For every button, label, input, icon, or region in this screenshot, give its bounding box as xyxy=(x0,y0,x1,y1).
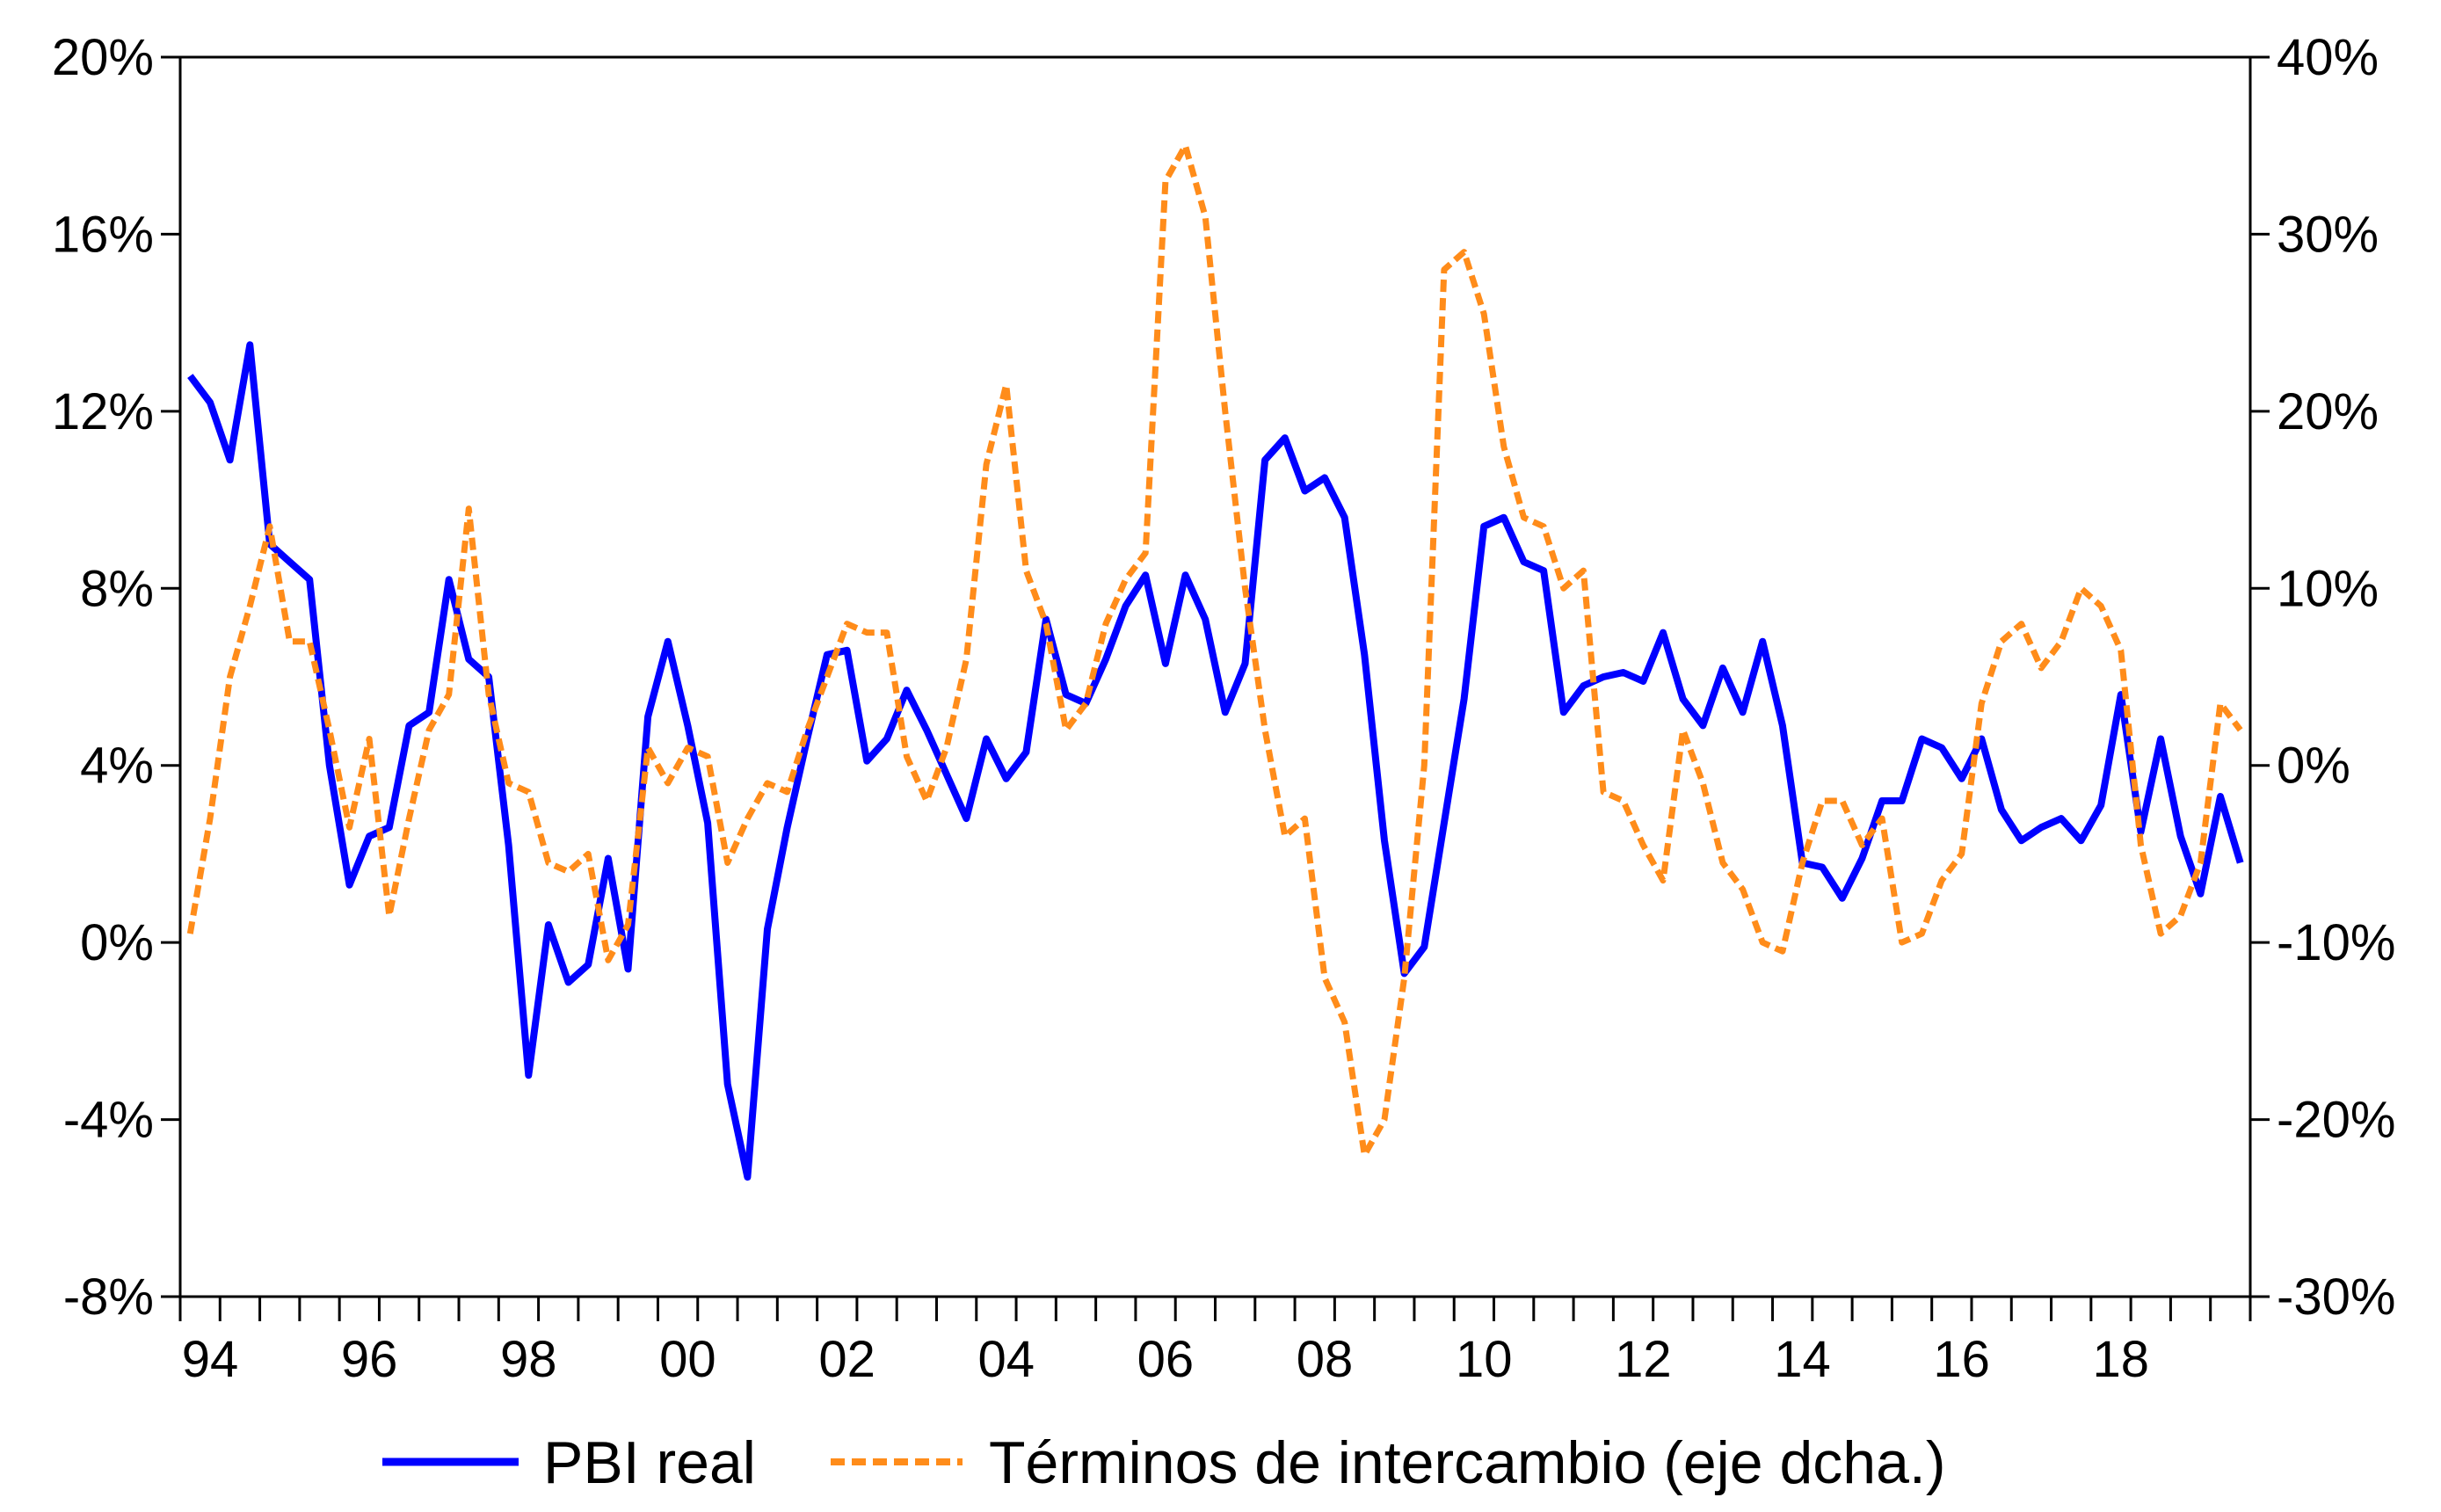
x-tick-label: 18 xyxy=(2093,1331,2150,1388)
y-left-tick-label: 0% xyxy=(80,914,154,971)
y-right-tick-label: 0% xyxy=(2277,738,2350,795)
y-left-tick-label: 20% xyxy=(52,29,154,86)
legend: PBI real Términos de intercambio (eje dc… xyxy=(382,1429,1945,1496)
legend-label-terminos: Términos de intercambio (eje dcha.) xyxy=(989,1429,1945,1496)
x-tick-label: 10 xyxy=(1456,1331,1513,1388)
x-tick-label: 08 xyxy=(1297,1331,1354,1388)
y-left-tick-label: -8% xyxy=(63,1268,154,1326)
y-left-tick-label: 16% xyxy=(52,206,154,263)
y-right-tick-label: 20% xyxy=(2277,383,2379,440)
y-left-tick-label: 4% xyxy=(80,738,154,795)
x-tick-label: 16 xyxy=(1933,1331,1990,1388)
series-line-terminos-de-intercambio xyxy=(186,142,2243,1159)
y-right-tick-label: 40% xyxy=(2277,29,2379,86)
x-tick-label: 98 xyxy=(500,1331,557,1388)
y-left-tick-label: -4% xyxy=(63,1092,154,1149)
x-tick-label: 96 xyxy=(341,1331,398,1388)
y-right-tick-label: 10% xyxy=(2277,560,2379,617)
x-axis: 94 96 98 00 02 04 06 08 10 12 14 16 18 xyxy=(178,1297,2252,1388)
x-tick-label: 02 xyxy=(818,1331,875,1388)
y-axis-right: 40% 30% 20% 10% 0% -10% -20% -30% xyxy=(2250,29,2395,1326)
y-right-tick-label: -30% xyxy=(2277,1268,2395,1326)
x-tick-label: 94 xyxy=(182,1331,239,1388)
x-tick-label: 12 xyxy=(1615,1331,1672,1388)
y-axis-left: 20% 16% 12% 8% 4% 0% -4% -8% xyxy=(52,29,180,1326)
x-tick-label: 14 xyxy=(1774,1331,1831,1388)
legend-label-pbi-real: PBI real xyxy=(543,1429,756,1496)
x-tick-label: 04 xyxy=(977,1331,1035,1388)
y-right-tick-label: -20% xyxy=(2277,1092,2395,1149)
y-right-tick-label: 30% xyxy=(2277,206,2379,263)
y-left-tick-label: 12% xyxy=(52,383,154,440)
series-layer xyxy=(186,142,2244,1181)
y-right-tick-label: -10% xyxy=(2277,914,2395,971)
series-line-pbi-real xyxy=(187,341,2244,1181)
x-tick-label: 06 xyxy=(1137,1331,1195,1388)
y-left-tick-label: 8% xyxy=(80,560,154,617)
x-tick-label: 00 xyxy=(659,1331,716,1388)
